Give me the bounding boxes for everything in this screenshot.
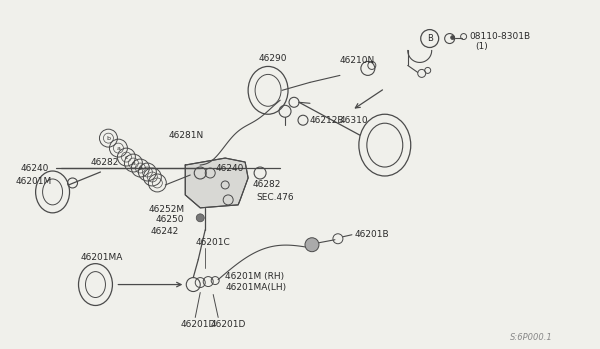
Text: 46250: 46250 bbox=[155, 215, 184, 224]
Circle shape bbox=[196, 214, 204, 222]
Text: (1): (1) bbox=[476, 42, 488, 51]
Text: B: B bbox=[427, 34, 433, 43]
Text: 46201C: 46201C bbox=[195, 238, 230, 247]
Text: 46201D: 46201D bbox=[210, 320, 245, 329]
Text: 46201B: 46201B bbox=[355, 230, 389, 239]
Text: 46212B: 46212B bbox=[310, 116, 344, 125]
Text: 08110-8301B: 08110-8301B bbox=[470, 32, 531, 41]
Text: a: a bbox=[116, 146, 121, 151]
Text: 46201M (RH): 46201M (RH) bbox=[225, 272, 284, 281]
Text: a: a bbox=[131, 161, 136, 165]
Text: 46240: 46240 bbox=[20, 164, 49, 172]
Text: 46201MA(LH): 46201MA(LH) bbox=[225, 283, 286, 292]
Text: 46282: 46282 bbox=[91, 157, 119, 166]
Text: e: e bbox=[139, 165, 142, 171]
Text: 46310: 46310 bbox=[340, 116, 368, 125]
Circle shape bbox=[451, 36, 455, 39]
Text: SEC.476: SEC.476 bbox=[256, 193, 294, 202]
Text: 46242: 46242 bbox=[151, 227, 179, 236]
Text: c: c bbox=[125, 155, 128, 159]
Text: 46290: 46290 bbox=[258, 54, 287, 63]
Text: 46201M: 46201M bbox=[16, 178, 52, 186]
Text: 46210N: 46210N bbox=[340, 56, 375, 65]
Polygon shape bbox=[185, 158, 248, 208]
Text: 46252M: 46252M bbox=[148, 205, 184, 214]
Text: 46201MA: 46201MA bbox=[80, 253, 123, 262]
Text: S:6P000.1: S:6P000.1 bbox=[509, 333, 552, 342]
Text: b: b bbox=[106, 136, 110, 141]
Text: 46282: 46282 bbox=[252, 180, 280, 190]
Text: 46201D: 46201D bbox=[180, 320, 215, 329]
Text: 46240: 46240 bbox=[215, 164, 244, 172]
Text: 46281N: 46281N bbox=[169, 131, 203, 140]
Circle shape bbox=[305, 238, 319, 252]
